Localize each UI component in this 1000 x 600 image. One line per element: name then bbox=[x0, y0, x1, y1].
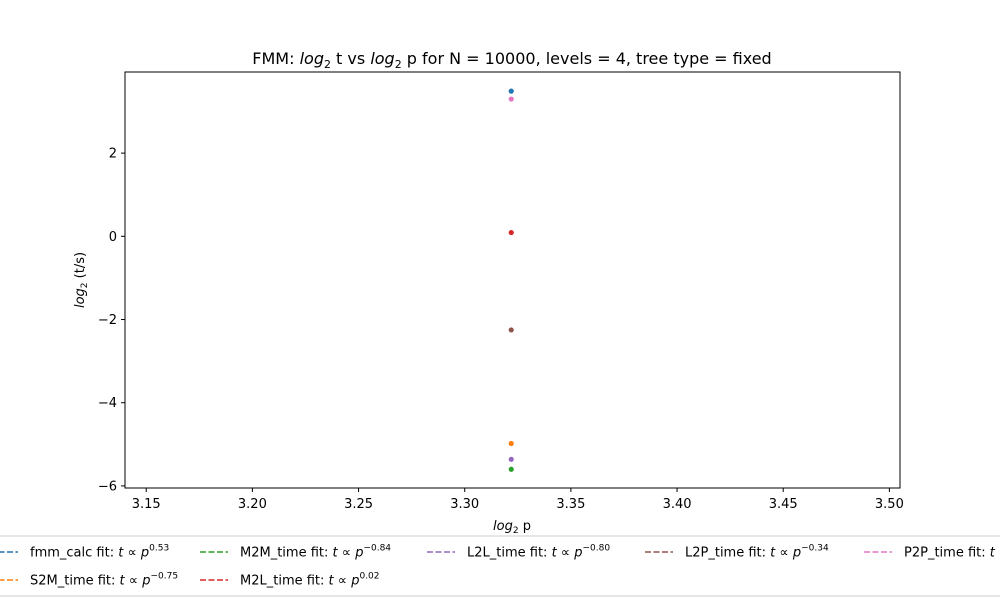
title-sub-1: 2 bbox=[324, 58, 331, 71]
legend-item-l2p-time: L2P_time fit: t ∝ p−0.34 bbox=[645, 544, 829, 561]
legend-item-l2l-time: L2L_time fit: t ∝ p−0.80 bbox=[427, 544, 610, 561]
data-point-m2m-time bbox=[508, 466, 514, 472]
x-axis: 3.15 3.20 3.25 3.30 3.35 3.40 3.45 3.50 bbox=[132, 488, 904, 512]
x-tick-label: 3.20 bbox=[238, 497, 267, 512]
x-tick-label: 3.15 bbox=[132, 497, 161, 512]
legend-label: P2P_time fit: t ∝ p bbox=[904, 546, 1000, 561]
y-axis-label: log2 (t/s) bbox=[73, 252, 90, 308]
data-point-p2p-time bbox=[508, 96, 514, 102]
data-points bbox=[508, 88, 514, 472]
xlabel-log: log bbox=[493, 519, 513, 534]
y-tick-label: −4 bbox=[98, 396, 117, 411]
chart-title: FMM: log2 t vs log2 p for N = 10000, lev… bbox=[252, 49, 771, 71]
legend-label: S2M_time fit: t ∝ p−0.75 bbox=[30, 572, 178, 589]
x-tick-label: 3.40 bbox=[663, 497, 692, 512]
ylabel-log: log bbox=[73, 288, 88, 308]
legend-item-m2m-time: M2M_time fit: t ∝ p−0.84 bbox=[200, 544, 391, 561]
xlabel-sub: 2 bbox=[513, 526, 519, 536]
ylabel-sub: 2 bbox=[80, 282, 90, 288]
title-rest: p for N = 10000, levels = 4, tree type =… bbox=[402, 49, 772, 68]
title-log-1: log bbox=[300, 49, 324, 68]
data-point-l2p-time bbox=[508, 327, 514, 333]
y-axis: 2 0 −2 −4 −6 bbox=[98, 147, 125, 494]
legend-item-s2m-time: S2M_time fit: t ∝ p−0.75 bbox=[0, 572, 178, 589]
legend-frame bbox=[0, 535, 1000, 597]
x-tick-label: 3.30 bbox=[450, 497, 479, 512]
data-point-s2m-time bbox=[508, 440, 514, 447]
data-point-l2l-time bbox=[508, 456, 514, 462]
y-tick-label: −2 bbox=[98, 313, 117, 328]
title-prefix: FMM: bbox=[252, 49, 299, 68]
legend-label: L2L_time fit: t ∝ p−0.80 bbox=[467, 544, 610, 561]
x-tick-label: 3.50 bbox=[875, 497, 904, 512]
y-tick-label: −6 bbox=[98, 479, 117, 494]
plot-area bbox=[124, 71, 901, 489]
legend-item-p2p-time: P2P_time fit: t ∝ p bbox=[864, 546, 1000, 561]
x-axis-label: log2 p bbox=[493, 519, 531, 536]
legend-item-fmm-calc: fmm_calc fit: t ∝ p0.53 bbox=[0, 544, 169, 561]
x-tick-label: 3.45 bbox=[769, 497, 798, 512]
x-tick-label: 3.25 bbox=[344, 497, 373, 512]
xlabel-rest: p bbox=[519, 519, 531, 534]
title-sub-2: 2 bbox=[395, 58, 402, 71]
title-log-2: log bbox=[370, 49, 394, 68]
data-point-m2l-time bbox=[508, 229, 514, 236]
title-mid: t vs bbox=[331, 49, 370, 68]
ylabel-rest: (t/s) bbox=[73, 252, 88, 283]
legend-item-m2l-time: M2L_time fit: t ∝ p0.02 bbox=[200, 572, 380, 589]
x-tick-label: 3.35 bbox=[556, 497, 585, 512]
legend-label: M2M_time fit: t ∝ p−0.84 bbox=[240, 544, 391, 561]
legend: fmm_calc fit: t ∝ p0.53 S2M_time fit: t ∝… bbox=[0, 535, 1000, 597]
data-point-fmm-calc bbox=[508, 88, 514, 94]
legend-label: fmm_calc fit: t ∝ p0.53 bbox=[30, 544, 169, 561]
legend-label: M2L_time fit: t ∝ p0.02 bbox=[240, 572, 380, 589]
y-tick-label: 0 bbox=[109, 230, 117, 245]
legend-label: L2P_time fit: t ∝ p−0.34 bbox=[685, 544, 829, 561]
y-tick-label: 2 bbox=[109, 147, 117, 162]
